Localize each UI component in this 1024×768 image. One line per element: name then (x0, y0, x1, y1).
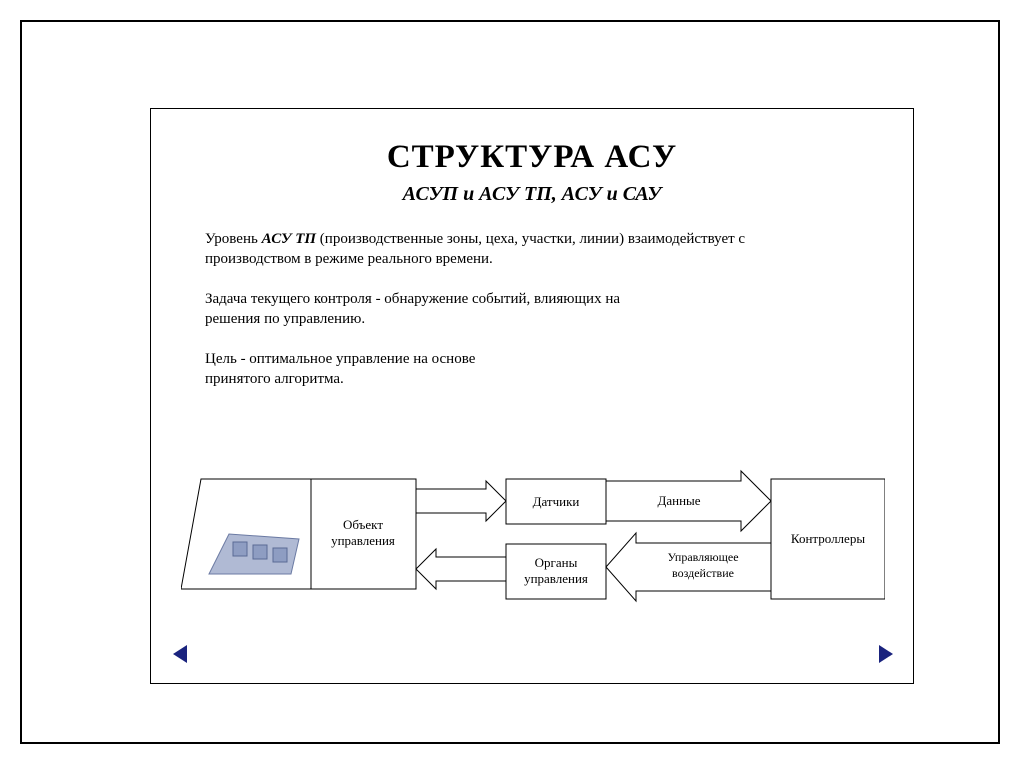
arrow-data: Данные (606, 471, 771, 531)
node-sensors-label: Датчики (533, 494, 580, 509)
node-object-label-1: Объект (343, 517, 383, 532)
nav-next-icon[interactable] (879, 645, 893, 663)
flow-diagram: Объект управления Датчики Органы управле… (181, 439, 885, 629)
node-actuators: Органы управления (506, 544, 606, 599)
paragraph-3: Цель - оптимальное управление на основе … (205, 349, 525, 390)
arrow-control-label-1: Управляющее (667, 550, 738, 564)
node-controllers-label: Контроллеры (791, 531, 865, 546)
paragraph-2: Задача текущего контроля - обнаружение с… (205, 289, 665, 330)
p1-prefix: Уровень (205, 231, 262, 247)
slide-subtitle: АСУП и АСУ ТП, АСУ и САУ (151, 183, 913, 206)
slide-frame: СТРУКТУРА АСУ АСУП и АСУ ТП, АСУ и САУ У… (150, 108, 914, 684)
nav-prev-icon[interactable] (173, 645, 187, 663)
outer-frame: СТРУКТУРА АСУ АСУП и АСУ ТП, АСУ и САУ У… (20, 20, 1000, 744)
node-plant-icon (181, 479, 311, 589)
node-actuators-label-1: Органы (535, 555, 578, 570)
arrow-obj-to-sensors (416, 481, 506, 521)
paragraph-1: Уровень АСУ ТП (производственные зоны, ц… (205, 229, 805, 270)
slide-title: СТРУКТУРА АСУ (151, 139, 913, 176)
p1-emphasis: АСУ ТП (262, 231, 316, 247)
node-actuators-label-2: управления (524, 571, 588, 586)
node-object-label-2: управления (331, 533, 395, 548)
node-object: Объект управления (311, 479, 416, 589)
arrow-actuators-to-obj (416, 549, 506, 589)
node-sensors: Датчики (506, 479, 606, 524)
arrow-control: Управляющее воздействие (606, 533, 771, 601)
node-controllers: Контроллеры (771, 479, 885, 599)
arrow-data-label: Данные (657, 493, 700, 508)
arrow-control-label-2: воздействие (672, 566, 734, 580)
